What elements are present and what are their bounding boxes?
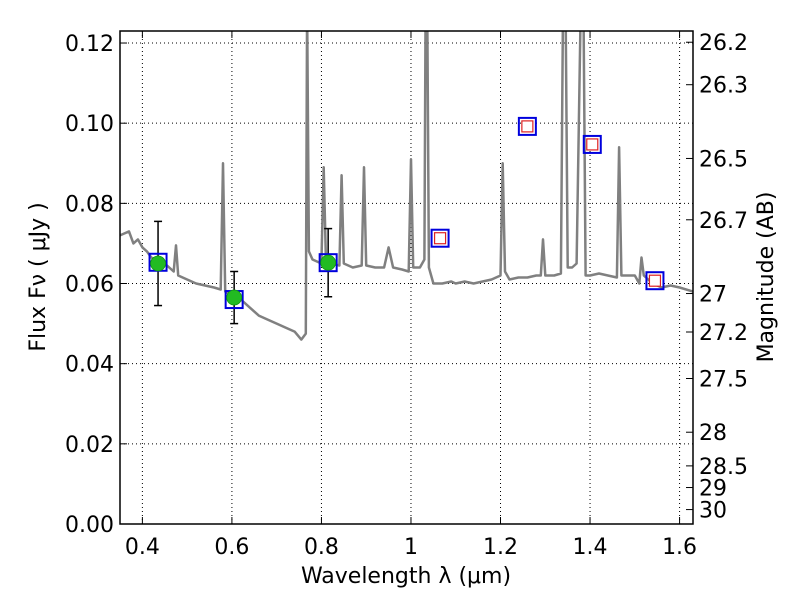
x-tick-labels: 0.4 0.6 0.8 1 1.2 1.4 1.6 [125,535,697,560]
x-tick-label: 1.2 [483,535,518,560]
y-tick-label: 0.12 [65,32,114,57]
spectrum-line-group [120,31,693,341]
mag-tick-label: 30 [699,499,727,524]
mag-tick-label: 27.2 [699,321,748,346]
y2-axis-label: Magnitude (AB) [754,192,779,363]
mag-tick-label: 28.5 [699,455,748,480]
model-point [517,116,537,136]
y-tick-label: 0.02 [65,433,114,458]
y-tick-label: 0.04 [65,353,114,378]
y-tick-label: 0.06 [65,273,114,298]
x-axis-label: Wavelength λ (μm) [301,564,511,589]
observed-point [226,289,243,306]
x-tick-label: 0.8 [304,535,339,560]
grid-lines [120,31,693,525]
plot-frame [119,30,694,525]
x-tick-label: 1 [404,535,418,560]
mag-tick-label: 26.5 [699,147,748,172]
model-point [645,271,665,291]
mag-tick-label: 26.2 [699,31,748,56]
mag-tick-label: 26.7 [699,209,748,234]
nondetection-point [648,274,662,287]
y-tick-label: 0.08 [65,192,114,217]
y-axis-label: Flux Fν ( μJy ) [26,202,51,351]
mag-tick-label: 27.5 [699,368,748,393]
nondetection-point [521,120,534,133]
y-tick-labels: 0.00 0.02 0.04 0.06 0.08 0.10 0.12 [65,32,114,538]
observed-point [320,254,337,271]
mag-tick-label: 26.3 [699,74,748,99]
photometry-points-group [148,116,665,325]
mag-tick-label: 27 [699,283,727,308]
x-tick-label: 1.4 [573,535,608,560]
y-tick-label: 0.00 [65,513,114,538]
model-point [582,134,602,154]
mag-tick-label: 29 [699,477,727,502]
x-tick-label: 0.6 [214,535,249,560]
observed-point [150,255,166,272]
model-point [318,253,338,273]
axis-ticks [120,31,693,525]
y-tick-label: 0.10 [65,112,114,137]
mag-tick-label: 28 [699,421,727,446]
nondetection-point [433,232,447,245]
x-tick-label: 1.6 [662,535,697,560]
model-point [430,228,450,248]
nondetection-point [586,138,599,151]
x-tick-label: 0.4 [125,535,160,560]
spectrum-line [120,31,693,341]
